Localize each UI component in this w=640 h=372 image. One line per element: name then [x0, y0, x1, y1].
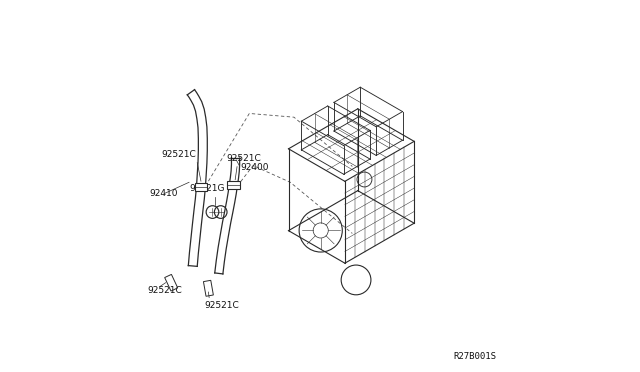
Text: 92410: 92410	[149, 189, 177, 198]
Text: 92521C: 92521C	[147, 286, 182, 295]
Text: 92400: 92400	[240, 163, 269, 172]
Text: 92521C: 92521C	[205, 301, 239, 310]
Bar	[195, 183, 207, 191]
Bar	[227, 181, 239, 189]
Text: 92521C: 92521C	[227, 154, 261, 163]
Text: 92521G: 92521G	[189, 184, 225, 193]
Text: 92521C: 92521C	[161, 150, 196, 159]
Text: R27B001S: R27B001S	[454, 352, 497, 361]
